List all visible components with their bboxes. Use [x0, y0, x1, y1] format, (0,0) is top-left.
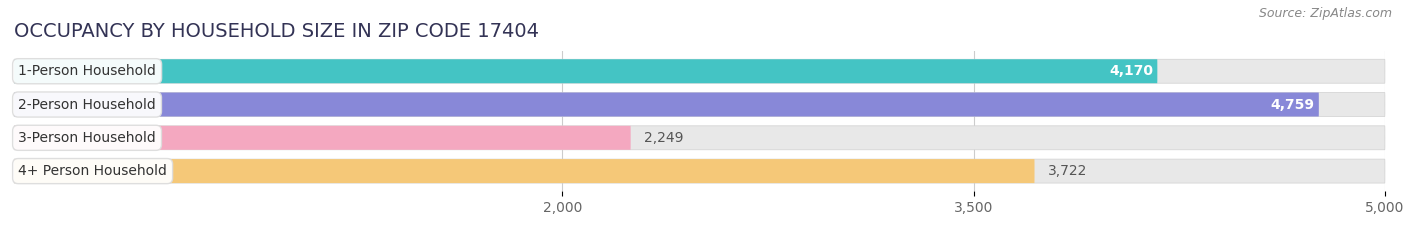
Text: OCCUPANCY BY HOUSEHOLD SIZE IN ZIP CODE 17404: OCCUPANCY BY HOUSEHOLD SIZE IN ZIP CODE … [14, 22, 538, 41]
FancyBboxPatch shape [14, 59, 1157, 83]
Text: 4,759: 4,759 [1271, 98, 1315, 112]
FancyBboxPatch shape [14, 159, 1385, 183]
Text: 2,249: 2,249 [644, 131, 683, 145]
Text: 4,170: 4,170 [1109, 64, 1153, 78]
FancyBboxPatch shape [14, 126, 631, 150]
FancyBboxPatch shape [14, 159, 1035, 183]
Text: 3,722: 3,722 [1049, 164, 1088, 178]
Text: 4+ Person Household: 4+ Person Household [18, 164, 167, 178]
FancyBboxPatch shape [14, 59, 1385, 83]
Text: Source: ZipAtlas.com: Source: ZipAtlas.com [1258, 7, 1392, 20]
FancyBboxPatch shape [14, 126, 1385, 150]
Text: 2-Person Household: 2-Person Household [18, 98, 156, 112]
Text: 3-Person Household: 3-Person Household [18, 131, 156, 145]
FancyBboxPatch shape [14, 93, 1385, 116]
Text: 1-Person Household: 1-Person Household [18, 64, 156, 78]
FancyBboxPatch shape [14, 93, 1319, 116]
